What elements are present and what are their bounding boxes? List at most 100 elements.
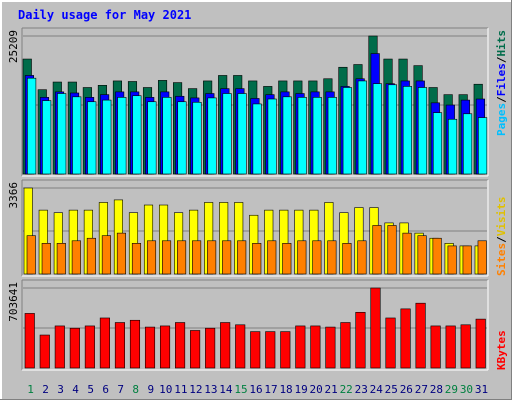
day-label: 2 [42,383,49,396]
bar-sites [207,240,217,275]
bar-kbytes [114,322,125,369]
bar-pages [478,117,488,175]
day-label: 14 [219,383,233,396]
bar-pages [42,100,52,175]
bar-kbytes [144,326,156,369]
day-label: 21 [325,383,338,396]
bar-kbytes [159,325,171,369]
bar-sites [26,235,36,275]
bar-kbytes [175,322,186,369]
bar-kbytes [340,322,351,369]
bar-kbytes [190,330,201,369]
day-label: 1 [27,383,34,396]
day-label: 5 [87,383,94,396]
bar-sites [447,245,457,275]
bar-kbytes [39,334,50,369]
bar-sites [101,235,111,275]
bar-pages [463,113,473,175]
day-label: 10 [159,383,172,396]
legend-entry: Pages [495,103,508,136]
bar-kbytes [445,325,456,369]
day-label: 22 [340,383,353,396]
bar-pages [117,97,127,175]
bar-sites [41,243,51,275]
chart-title: Daily usage for May 2021 [18,8,192,22]
bar-pages [342,87,352,175]
bar-sites [417,235,427,275]
bar-pages [327,97,337,175]
bar-sites [387,225,397,275]
bar-kbytes [84,325,95,369]
bar-sites [161,240,172,275]
day-label: 4 [72,383,79,396]
day-label: 6 [102,383,109,396]
legend-kbytes: KBytes [495,330,508,370]
bar-kbytes [265,331,276,369]
bar-sites [222,240,232,275]
day-label: 11 [174,383,187,396]
bar-kbytes [54,325,65,369]
day-label: 25 [385,383,398,396]
bar-sites [282,243,292,275]
legend-entry: KBytes [495,330,508,370]
bar-pages [162,97,172,175]
bar-sites [312,240,322,275]
bar-kbytes [325,326,336,369]
bar-pages [27,77,37,175]
bar-pages [267,98,277,175]
bar-sites [297,240,307,275]
day-label: 29 [445,383,458,396]
bar-sites [327,240,337,275]
legend-entry: / [495,96,508,103]
bar-sites [116,232,126,275]
bar-kbytes [415,302,426,369]
bar-pages [207,97,217,175]
day-label: 18 [279,383,292,396]
legend-pages-files-hits: Pages/Files/Hits [495,30,508,136]
day-label: 3 [57,383,64,396]
bar-kbytes [24,313,35,369]
bar-sites [462,245,472,275]
bar-kbytes [235,324,246,369]
bar-pages [72,96,82,175]
day-label: 15 [234,383,247,396]
bar-kbytes [69,327,80,369]
day-label: 26 [400,383,413,396]
day-label: 28 [430,383,443,396]
day-label: 16 [249,383,262,396]
bar-pages [448,118,458,175]
bar-sites [71,240,81,275]
day-label: 12 [189,383,202,396]
bar-kbytes [295,325,306,369]
bar-pages [252,103,262,175]
bar-pages [297,97,307,175]
day-label: 24 [370,383,384,396]
bar-kbytes [475,318,486,369]
day-label: 20 [310,383,323,396]
day-label: 9 [147,383,154,396]
bar-kbytes [129,319,141,369]
bar-kbytes [460,324,471,369]
bar-kbytes [430,325,441,369]
bar-pages [87,101,97,175]
legend-entry: / [495,236,508,243]
bar-pages [402,86,413,175]
bar-sites [402,232,412,275]
bar-pages [237,93,247,175]
bar-sites [237,240,247,275]
bar-pages [417,87,428,175]
legend-entry: / [495,56,508,63]
bar-pages [432,112,443,175]
bar-kbytes [220,322,231,369]
bar-sites [177,240,187,275]
bar-sites [86,237,96,275]
bar-kbytes [280,331,291,369]
bar-kbytes [400,308,411,369]
bar-pages [222,93,232,175]
bar-sites [477,240,487,275]
day-label: 31 [475,383,488,396]
bar-sites [357,240,367,275]
bar-sites [267,240,277,275]
bar-pages [192,101,202,175]
